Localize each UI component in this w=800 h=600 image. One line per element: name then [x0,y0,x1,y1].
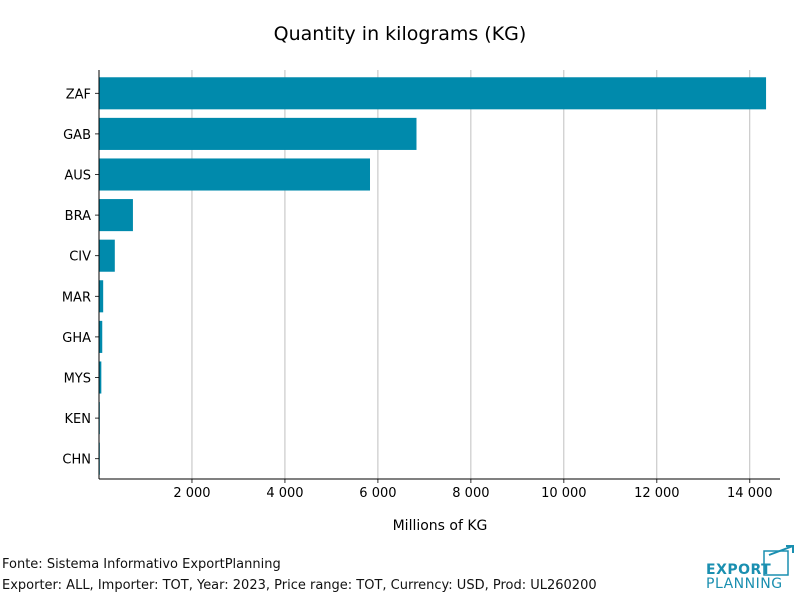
bar-zaf [99,77,767,110]
y-tick-label: CHN [62,453,91,468]
x-tick-label: 12 000 [634,486,680,501]
query-parameters: Exporter: ALL, Importer: TOT, Year: 2023… [2,578,597,593]
axes [98,70,780,480]
exportplanning-logo: EXPORT PLANNING [703,544,798,596]
bar-gab [99,117,417,150]
x-axis-label: Millions of KG [393,518,488,534]
bar-gha [99,320,103,353]
chart-title: Quantity in kilograms (KG) [274,23,527,45]
x-tick-label: 4 000 [266,486,303,501]
y-tick-label: KEN [65,412,91,427]
bar-civ [99,239,115,272]
y-tick-label: GAB [63,128,91,143]
y-tick-label: BRA [65,209,91,224]
logo-text-export: EXPORT [706,562,772,578]
x-ticks: 2 000 4 000 6 000 8 000 10 000 12 000 14 000 [173,479,773,501]
logo-text-planning: PLANNING [706,576,783,592]
source-note: Fonte: Sistema Informativo ExportPlannin… [2,557,281,572]
bars [99,77,767,475]
y-ticks: ZAF GAB AUS BRA CIV MAR GHA MYS KEN CHN [62,87,99,468]
bar-bra [99,199,133,232]
x-tick-label: 2 000 [173,486,210,501]
y-tick-label: ZAF [66,87,91,102]
y-tick-label: CIV [69,250,91,265]
bar-mar [99,280,104,313]
y-tick-label: MAR [62,290,91,305]
y-tick-label: GHA [62,331,91,346]
y-tick-label: AUS [64,169,91,184]
logo-mark-icon [763,545,794,576]
bar-aus [99,158,371,191]
x-tick-label: 14 000 [727,486,773,501]
x-tick-label: 10 000 [541,486,587,501]
bar-chart: Quantity in kilograms (KG) 2 000 4 000 6 0… [62,23,780,534]
x-tick-label: 6 000 [359,486,396,501]
bar-mys [99,361,102,394]
x-tick-label: 8 000 [452,486,489,501]
y-tick-label: MYS [64,372,91,387]
